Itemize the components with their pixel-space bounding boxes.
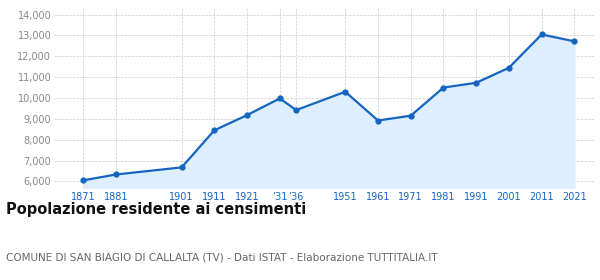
Text: COMUNE DI SAN BIAGIO DI CALLALTA (TV) - Dati ISTAT - Elaborazione TUTTITALIA.IT: COMUNE DI SAN BIAGIO DI CALLALTA (TV) - … [6, 252, 437, 262]
Text: Popolazione residente ai censimenti: Popolazione residente ai censimenti [6, 202, 306, 217]
